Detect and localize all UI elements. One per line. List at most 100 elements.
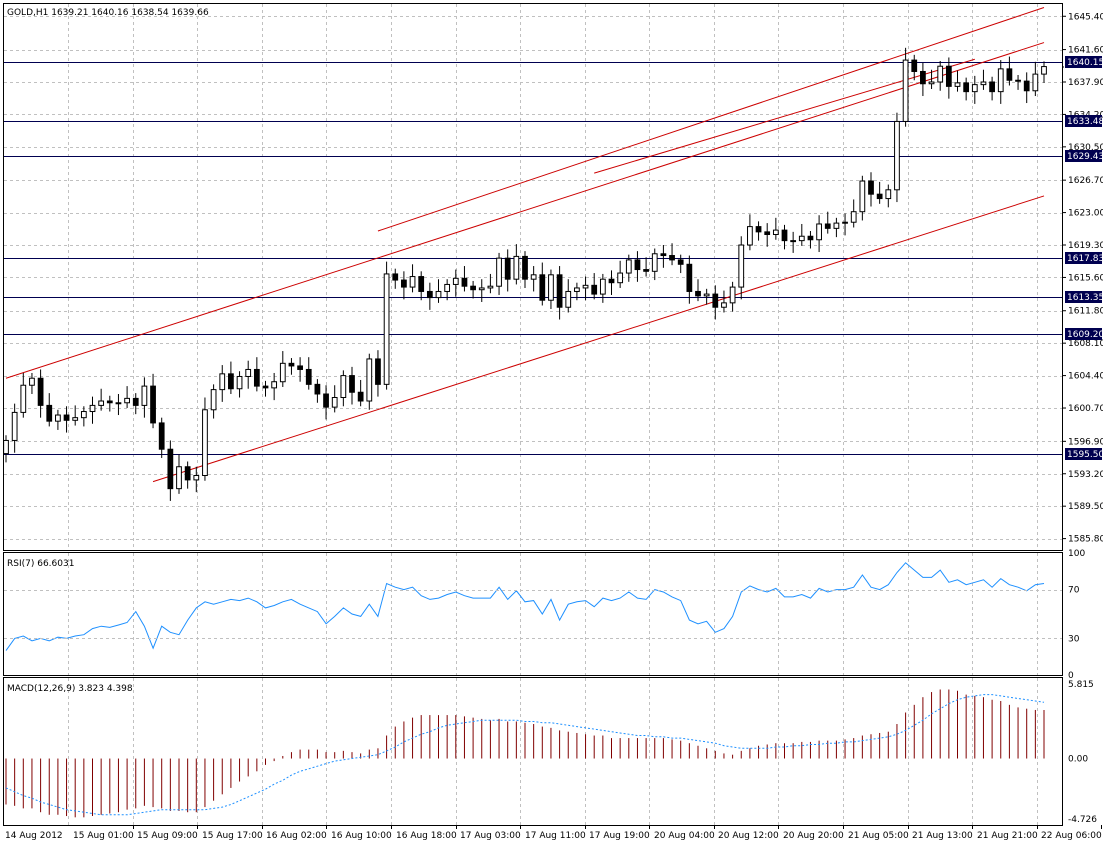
time-axis-label: 22 Aug 06:00 bbox=[1041, 831, 1102, 841]
candle-body bbox=[375, 358, 381, 385]
candle-body bbox=[1032, 73, 1039, 92]
candle-body bbox=[643, 269, 649, 272]
candle-body bbox=[115, 402, 122, 405]
rsi-panel-frame bbox=[3, 552, 1063, 676]
macd-tick-label: 5.815 bbox=[1068, 680, 1094, 690]
time-axis-label: 15 Aug 01:00 bbox=[73, 831, 134, 841]
candle-body bbox=[340, 375, 347, 399]
candle-body bbox=[842, 221, 848, 224]
candle-body bbox=[807, 235, 814, 241]
candle-body bbox=[349, 375, 355, 393]
time-axis-label: 20 Aug 12:00 bbox=[718, 831, 779, 841]
candle-body bbox=[106, 400, 113, 404]
rsi-indicator bbox=[4, 562, 1062, 651]
price-tick-label: 1589.50 bbox=[1068, 502, 1103, 512]
candle-body bbox=[928, 81, 935, 85]
time-axis-label: 21 Aug 13:00 bbox=[912, 831, 973, 841]
candle-body bbox=[677, 259, 684, 265]
candle-body bbox=[461, 277, 468, 287]
candle-body bbox=[1041, 66, 1047, 75]
price-tick-label: 1615.60 bbox=[1068, 273, 1103, 283]
candle-body bbox=[1006, 68, 1013, 81]
time-axis-label: 15 Aug 09:00 bbox=[137, 831, 198, 841]
candle-body bbox=[132, 397, 139, 406]
candle-body bbox=[305, 368, 312, 385]
price-level-tags: 1640.15 1633.48 1629.43 1617.83 1613.35 1609.… bbox=[1062, 56, 1103, 460]
candle-body bbox=[764, 231, 771, 235]
price-tick-label: 1608.10 bbox=[1068, 339, 1103, 349]
candle-body bbox=[539, 274, 546, 301]
price-tick-label: 1593.20 bbox=[1068, 470, 1103, 480]
price-tick-label: 1641.60 bbox=[1068, 46, 1103, 56]
candle-body bbox=[824, 223, 831, 229]
candle-body bbox=[617, 272, 624, 284]
candle-body bbox=[712, 293, 719, 308]
candle-body bbox=[651, 253, 658, 272]
price-tick-label: 1600.70 bbox=[1068, 404, 1103, 414]
candle-body bbox=[591, 284, 598, 295]
time-axis-label: 16 Aug 10:00 bbox=[331, 831, 392, 841]
candle-body bbox=[798, 235, 805, 242]
macd-signal-line bbox=[5, 694, 1045, 816]
candle-body bbox=[574, 287, 580, 292]
candle-body bbox=[262, 385, 269, 389]
candle-body bbox=[297, 365, 303, 370]
channel-line bbox=[594, 58, 975, 174]
candle-body bbox=[911, 59, 918, 72]
candle-body bbox=[72, 417, 79, 421]
candle-body bbox=[158, 422, 165, 450]
price-tick-label: 1637.90 bbox=[1068, 78, 1103, 88]
candle-body bbox=[833, 222, 840, 229]
candle-body bbox=[401, 279, 407, 288]
candle-body bbox=[314, 383, 321, 395]
candle-body bbox=[193, 475, 200, 481]
rsi-header: RSI(7) 66.6031 bbox=[7, 559, 74, 569]
rsi-tick-label: 30 bbox=[1068, 634, 1080, 644]
candle-body bbox=[703, 293, 710, 297]
price-tick-label: 1623.00 bbox=[1068, 209, 1103, 219]
candle-body bbox=[504, 257, 511, 280]
candle-body bbox=[902, 59, 909, 122]
macd-panel-frame bbox=[3, 677, 1063, 826]
candle-body bbox=[11, 411, 18, 441]
candle-body bbox=[271, 381, 278, 389]
candle-body bbox=[392, 273, 399, 281]
candle-body bbox=[1023, 80, 1030, 92]
candle-body bbox=[963, 82, 970, 93]
candle-body bbox=[184, 466, 191, 481]
macd-indicator bbox=[5, 689, 1045, 818]
time-axis-label: 21 Aug 05:00 bbox=[848, 831, 909, 841]
candle-body bbox=[20, 384, 27, 413]
price-tick-label: 1626.70 bbox=[1068, 176, 1103, 186]
rsi-tick-label: 70 bbox=[1068, 586, 1080, 596]
candle-body bbox=[660, 253, 667, 257]
candle-body bbox=[608, 278, 615, 284]
price-level-tag bbox=[1065, 115, 1102, 127]
candle-body bbox=[228, 373, 234, 390]
candle-body bbox=[426, 290, 433, 299]
price-level-tag bbox=[1065, 150, 1102, 162]
price-tick-label: 1596.90 bbox=[1068, 437, 1103, 447]
macd-header: MACD(12,26,9) 3.823 4.398 bbox=[7, 684, 133, 694]
price-level-tag-label: 1617.83 bbox=[1067, 254, 1103, 264]
candle-body bbox=[150, 385, 156, 424]
rsi-tick-label: 100 bbox=[1068, 549, 1085, 559]
candle-body bbox=[323, 393, 329, 408]
price-level-tag-label: 1633.48 bbox=[1067, 117, 1103, 127]
candle-body bbox=[989, 81, 995, 93]
candle-body bbox=[487, 285, 494, 289]
price-tick-label: 1630.50 bbox=[1068, 143, 1103, 153]
time-axis-label: 17 Aug 19:00 bbox=[589, 831, 650, 841]
price-tick-label: 1619.30 bbox=[1068, 241, 1103, 251]
candle-body bbox=[781, 229, 788, 242]
candle-body bbox=[548, 274, 554, 301]
candle-body bbox=[695, 290, 701, 297]
candle-body bbox=[790, 240, 797, 243]
candle-body bbox=[937, 65, 944, 83]
price-level-tag bbox=[1065, 291, 1102, 303]
rsi-line bbox=[5, 562, 1045, 651]
price-level-tag-label: 1640.15 bbox=[1067, 58, 1103, 68]
candle-body bbox=[738, 244, 745, 288]
candle-body bbox=[63, 414, 70, 421]
